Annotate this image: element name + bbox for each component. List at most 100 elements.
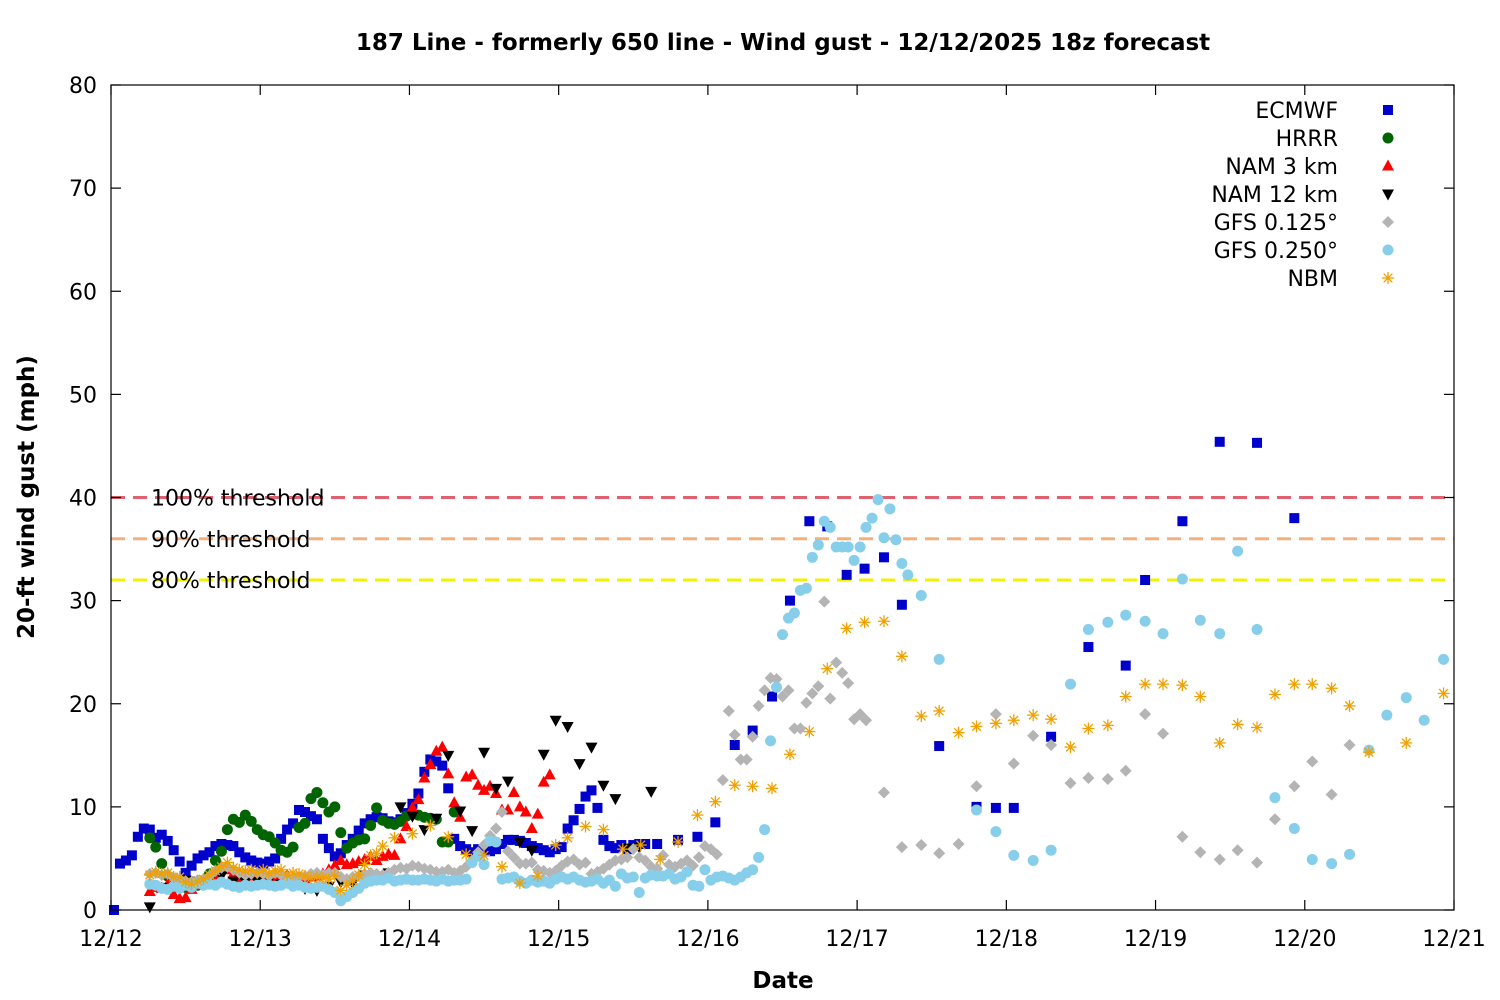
data-point-gfs-0-250 [609,880,621,892]
data-point-nbm [358,858,371,871]
data-point-ecmwf [299,807,310,818]
data-point-nam-12-km [549,715,562,727]
data-point-gfs-0-250 [933,653,945,665]
data-point-nbm-stroke [1177,680,1188,690]
data-point-gfs-0-250 [759,824,771,836]
data-point-nbm-stroke [1326,683,1337,694]
data-point-gfs-0-250 [860,521,872,533]
data-point-ecmwf [710,817,721,828]
data-point-ecmwf [156,829,167,840]
data-point-ecmwf [568,815,579,826]
x-tick-label: 12/20 [1273,927,1336,952]
data-point-gfs-0-125 [860,714,873,727]
data-point-ecmwf [859,563,870,574]
data-point-nbm [1027,709,1040,722]
data-point-ecmwf [485,846,496,857]
data-point-nbm [840,622,853,635]
x-tick-label: 12/13 [229,927,292,952]
data-point-ecmwf [804,516,815,527]
data-point-nbm [478,849,491,862]
data-point-gfs-0-125 [758,684,771,697]
data-point-nbm-stroke [246,865,257,875]
data-point-nbm-stroke [934,706,944,716]
legend-hrrr-marker [1382,132,1394,144]
data-point-nbm [1288,678,1301,691]
legend-ecmwf-marker [1383,105,1393,115]
data-point-hrrr [287,841,299,853]
data-point-ecmwf [138,823,149,834]
data-point-nam-3-km [531,807,544,819]
data-point-nbm-stroke [479,850,489,861]
data-point-gfs-0-125 [1343,739,1356,751]
data-point-gfs-0-250 [1214,628,1226,640]
data-point-nbm-stroke [270,866,280,876]
data-point-gfs-0-250 [1288,823,1300,835]
legend-gfs-0-125-marker [1382,216,1394,228]
data-point-nbm-stroke [156,869,167,879]
data-point-nbm-stroke [198,874,209,884]
data-point-gfs-0-250 [753,851,765,863]
data-point-gfs-0-250 [842,541,854,553]
data-point-nam-3-km [388,848,401,860]
data-point-gfs-0-125 [877,786,890,799]
data-point-nam-3-km [179,891,192,903]
data-point-gfs-0-250 [1251,624,1263,635]
data-point-nam-12-km [466,826,479,838]
data-point-nbm [672,835,685,848]
data-point-nbm-stroke [258,865,268,875]
data-point-gfs-0-250 [884,503,896,515]
data-point-gfs-0-125 [1157,727,1170,740]
data-point-nbm-stroke [1438,688,1449,699]
data-point-nbm-stroke [162,868,173,878]
data-point-nbm [245,863,258,876]
data-point-nbm [406,827,419,840]
data-point-nbm-stroke [532,871,543,881]
data-point-ecmwf [294,804,305,815]
data-point-nbm-stroke [1028,710,1038,720]
data-point-gfs-0-250 [896,558,908,569]
data-point-hrrr [335,827,347,839]
data-point-gfs-0-250 [681,866,693,878]
y-tick-label: 0 [83,899,97,924]
data-point-ecmwf [198,850,209,861]
x-axis-label: Date [752,968,813,994]
data-point-ecmwf [210,841,221,852]
data-point-ecmwf [317,833,328,844]
data-point-nbm-stroke [228,862,239,873]
data-point-gfs-0-250 [627,871,639,883]
data-point-nbm [616,843,629,856]
data-point-gfs-0-125 [854,708,867,721]
data-point-nbm-stroke [377,841,388,851]
data-point-nbm [1082,722,1095,735]
data-point-hrrr [245,815,257,827]
data-point-nbm-stroke [550,840,561,850]
data-point-ecmwf [1008,802,1019,813]
data-point-nam-12-km [430,813,443,825]
data-point-nam-3-km [424,758,437,770]
data-point-gfs-0-125 [933,847,946,860]
data-point-nbm [597,823,610,836]
data-point-ecmwf [1120,660,1131,671]
data-point-nbm-stroke [841,623,852,634]
data-point-nam-12-km [609,794,622,806]
legend-nbm-marker-stroke [1383,273,1393,283]
data-point-gfs-0-250 [1045,844,1057,856]
data-point-gfs-0-125 [824,692,837,705]
data-point-gfs-0-250 [1008,849,1020,861]
data-point-nbm [346,875,359,888]
data-point-nbm [561,831,574,844]
data-point-gfs-0-125 [1268,813,1281,826]
data-point-nam-3-km [418,771,431,783]
data-point-gfs-0-125 [1306,755,1319,768]
data-point-gfs-0-125 [639,854,652,867]
data-point-nam-3-km [400,819,413,831]
x-tick-label: 12/12 [79,927,142,952]
data-point-ecmwf [437,760,448,771]
data-point-gfs-0-250 [824,521,836,533]
legend-gfs-0-250-label: GFS 0.250° [1214,239,1338,264]
data-point-nam-3-km [507,785,520,797]
data-point-nam-3-km [436,740,449,752]
data-point-nbm-stroke [1307,679,1318,689]
data-point-gfs-0-250 [878,532,890,544]
data-point-nbm-stroke [371,848,382,859]
